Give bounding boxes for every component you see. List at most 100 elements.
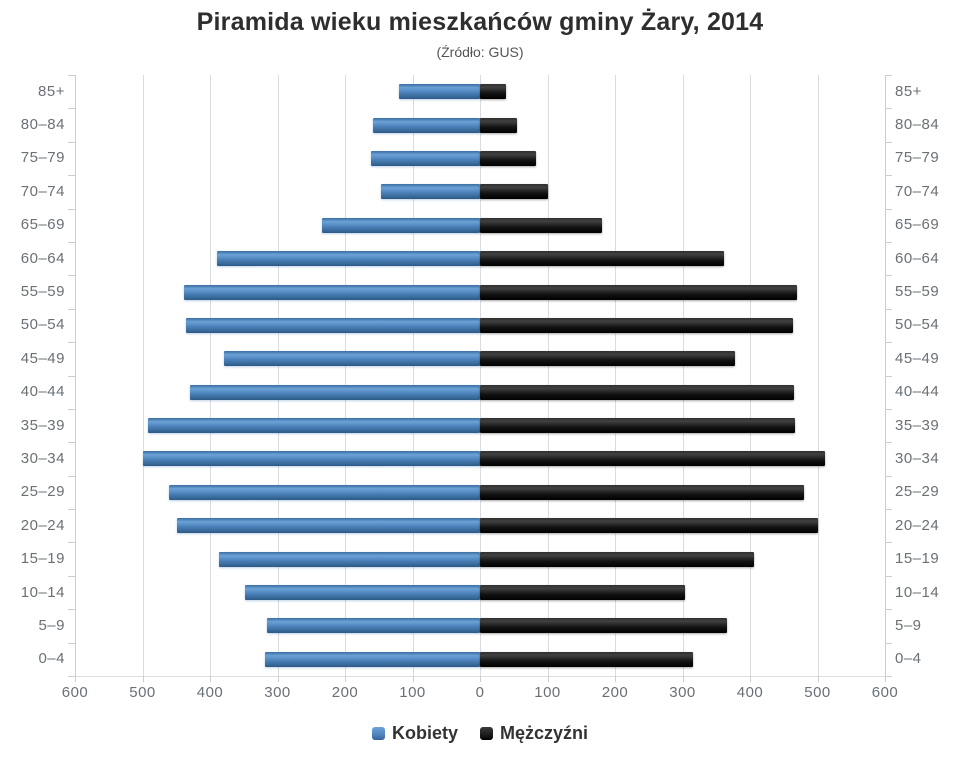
left-axis-tick [68, 642, 75, 644]
legend: Kobiety Mężczyźni [0, 723, 960, 744]
bar-kobiety-50–54[interactable] [185, 317, 480, 333]
bar-kobiety-55–59[interactable] [184, 284, 480, 300]
x-tick-label: 400 [736, 684, 764, 701]
x-axis-tick [412, 676, 414, 682]
bar-kobiety-20–24[interactable] [176, 518, 480, 534]
left-axis-tick [68, 475, 75, 477]
x-tick-label: 100 [399, 684, 426, 701]
bar-mezczyzni-55–59[interactable] [480, 284, 798, 300]
gridline [547, 75, 549, 676]
legend-item-mezczyzni[interactable]: Mężczyźni [479, 723, 589, 744]
bar-mezczyzni-75–79[interactable] [480, 150, 537, 166]
x-axis-tick [277, 676, 279, 682]
right-axis-tick [885, 141, 892, 143]
left-axis-tick [68, 175, 75, 177]
bar-mezczyzni-0–4[interactable] [480, 651, 694, 667]
bar-kobiety-0–4[interactable] [265, 651, 480, 667]
bar-kobiety-45–49[interactable] [223, 351, 480, 367]
left-axis-tick [68, 241, 75, 243]
right-axis-tick [885, 475, 892, 477]
age-label-right: 5–9 [895, 616, 922, 634]
left-axis-tick [68, 141, 75, 143]
x-axis-tick [615, 676, 616, 682]
bar-kobiety-5–9[interactable] [267, 618, 480, 634]
x-tick-label: 300 [264, 684, 291, 701]
bar-mezczyzni-30–34[interactable] [480, 451, 825, 467]
bar-mezczyzni-80–84[interactable] [480, 117, 518, 133]
x-axis-tick [885, 676, 886, 682]
bar-mezczyzni-20–24[interactable] [480, 518, 819, 534]
left-axis-tick [68, 108, 75, 110]
bar-kobiety-60–64[interactable] [216, 251, 480, 267]
x-axis-tick [345, 676, 346, 682]
bar-kobiety-30–34[interactable] [142, 451, 480, 467]
gridline [480, 75, 481, 676]
mezczyzni-swatch-icon [479, 727, 493, 740]
age-label-left: 15–19 [20, 550, 65, 568]
bar-kobiety-35–39[interactable] [147, 418, 480, 434]
gridline [345, 75, 346, 676]
right-axis-tick [885, 175, 892, 177]
left-axis-line [75, 75, 76, 676]
left-axis-tick [68, 75, 75, 76]
bar-mezczyzni-60–64[interactable] [480, 251, 724, 267]
bar-mezczyzni-15–19[interactable] [480, 551, 755, 567]
bar-kobiety-70–74[interactable] [381, 184, 480, 200]
x-tick-label: 300 [669, 684, 696, 701]
x-tick-label: 600 [871, 684, 899, 701]
left-axis-tick [68, 208, 75, 210]
age-label-right: 55–59 [895, 283, 940, 301]
bar-mezczyzni-50–54[interactable] [480, 317, 794, 333]
left-axis-tick [68, 342, 75, 344]
bar-kobiety-80–84[interactable] [373, 117, 480, 133]
bar-kobiety-85+[interactable] [399, 84, 480, 100]
chart-subtitle: (Źródło: GUS) [436, 44, 524, 60]
left-axis-tick [68, 542, 75, 544]
right-axis-tick [885, 342, 892, 344]
age-label-left: 85+ [38, 82, 65, 100]
age-label-left: 75–79 [20, 149, 65, 167]
bar-mezczyzni-25–29[interactable] [480, 484, 804, 500]
left-axis-tick [68, 509, 75, 511]
bar-mezczyzni-40–44[interactable] [480, 384, 794, 400]
x-axis-tick [682, 676, 684, 682]
x-tick-label: 200 [331, 684, 359, 701]
bar-mezczyzni-10–14[interactable] [480, 585, 685, 601]
x-tick-label: 200 [601, 684, 629, 701]
gridline [615, 75, 616, 676]
x-axis-tick [210, 676, 211, 682]
bar-mezczyzni-70–74[interactable] [480, 184, 549, 200]
age-label-right: 35–39 [895, 416, 940, 434]
age-label-right: 85+ [895, 82, 922, 100]
gridline [277, 75, 279, 676]
bar-mezczyzni-65–69[interactable] [480, 217, 602, 233]
left-axis-tick [68, 676, 75, 677]
x-axis-tick [817, 676, 819, 682]
left-axis-tick [68, 375, 75, 377]
x-tick-label: 100 [534, 684, 561, 701]
bar-mezczyzni-45–49[interactable] [480, 351, 736, 367]
left-axis-tick [68, 408, 75, 410]
age-label-right: 50–54 [895, 316, 940, 334]
legend-label-mezczyzni: Mężczyźni [499, 723, 589, 743]
bar-mezczyzni-85+[interactable] [480, 84, 506, 100]
bar-kobiety-65–69[interactable] [322, 217, 480, 233]
right-axis-tick [885, 442, 892, 444]
bar-mezczyzni-35–39[interactable] [480, 418, 795, 434]
right-axis-tick [885, 609, 892, 611]
kobiety-swatch-icon [371, 727, 385, 740]
gridline [817, 75, 819, 676]
age-label-right: 70–74 [895, 182, 940, 200]
bar-mezczyzni-5–9[interactable] [480, 618, 728, 634]
right-axis-tick [885, 275, 892, 277]
bar-kobiety-15–19[interactable] [219, 551, 480, 567]
age-label-left: 55–59 [20, 283, 65, 301]
legend-item-kobiety[interactable]: Kobiety [371, 723, 458, 744]
bar-kobiety-40–44[interactable] [189, 384, 480, 400]
bar-kobiety-10–14[interactable] [245, 585, 480, 601]
age-label-right: 30–34 [895, 449, 940, 467]
bar-kobiety-75–79[interactable] [370, 150, 480, 166]
bar-kobiety-25–29[interactable] [168, 484, 480, 500]
age-label-right: 65–69 [895, 216, 940, 234]
